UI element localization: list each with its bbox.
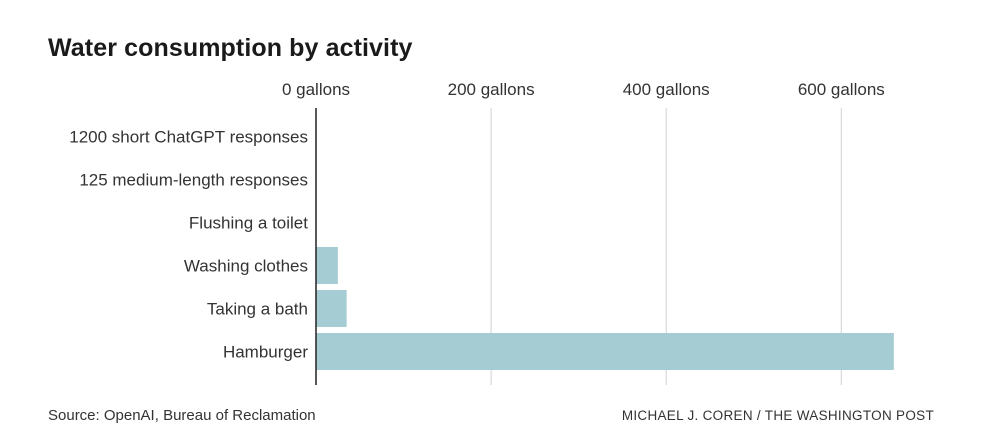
x-tick-label: 200 gallons [448,80,535,99]
category-label: Hamburger [223,343,308,362]
x-tick-label: 400 gallons [623,80,710,99]
x-tick-label: 0 gallons [282,80,350,99]
x-tick-labels: 0 gallons 200 gallons 400 gallons 600 gallo… [282,80,885,99]
bar [316,290,347,327]
bars [316,118,894,370]
category-label: 125 medium-length responses [79,171,308,190]
category-labels: 1200 short ChatGPT responses 125 medium-l… [69,128,308,362]
category-label: Washing clothes [184,257,308,276]
credit-line: MICHAEL J. COREN / THE WASHINGTON POST [621,408,934,423]
bar [316,247,338,284]
category-label: Flushing a toilet [189,214,308,233]
chart-title: Water consumption by activity [48,34,413,62]
source-note: Source: OpenAI, Bureau of Reclamation [48,407,316,424]
bar [316,333,894,370]
category-label: 1200 short ChatGPT responses [69,128,308,147]
x-tick-label: 600 gallons [798,80,885,99]
category-label: Taking a bath [207,300,308,319]
